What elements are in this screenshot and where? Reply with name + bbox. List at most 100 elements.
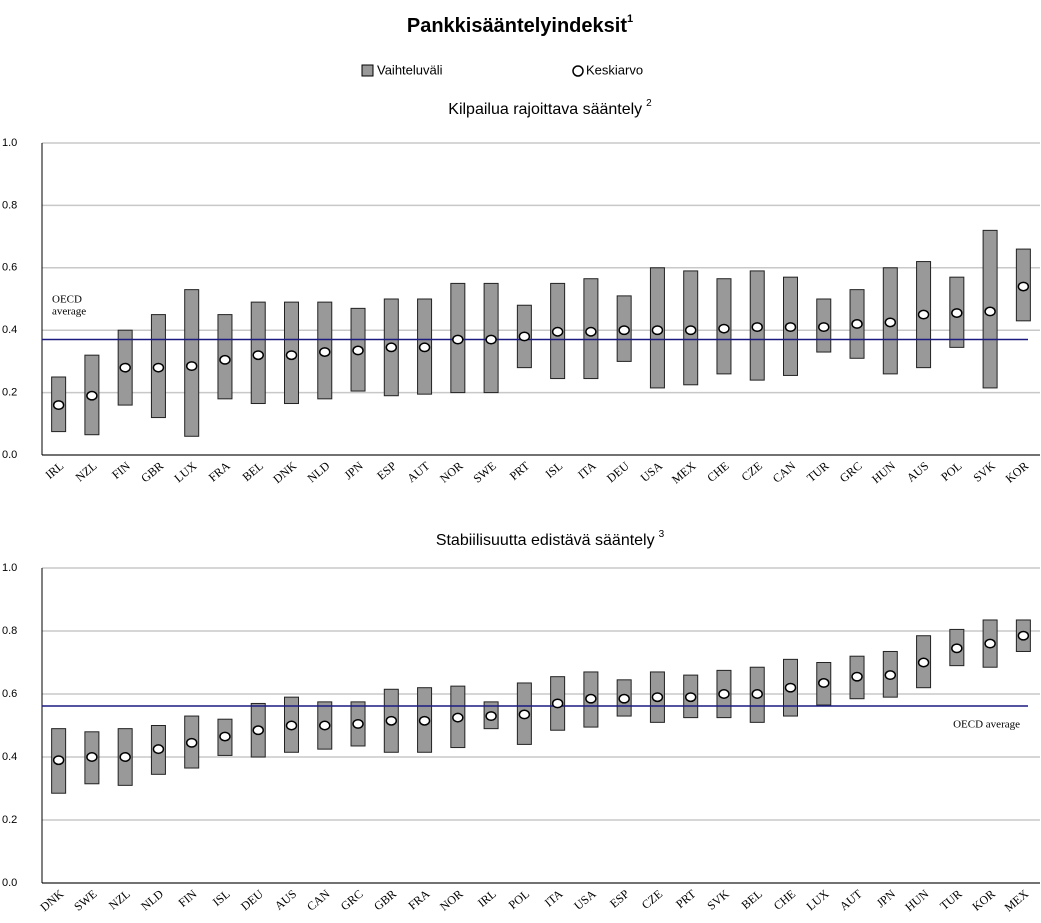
x-tick-label: TUR — [804, 459, 831, 485]
x-tick-label: ITA — [575, 458, 599, 481]
legend-label: Keskiarvo — [586, 62, 643, 77]
reference-label-line: OECD — [52, 293, 82, 305]
mean-marker — [718, 323, 730, 334]
x-tick-label: CHE — [704, 459, 731, 485]
mean-marker — [518, 709, 531, 720]
x-tick-label: MEX — [669, 458, 699, 486]
mean-marker — [385, 342, 398, 353]
x-tick-label: DEU — [604, 458, 632, 485]
subtitle-text: Stabiilisuutta edistävä sääntely — [436, 532, 655, 549]
x-tick-label: ISL — [210, 887, 233, 909]
mean-marker — [951, 643, 963, 654]
x-tick-label: ITA — [542, 886, 566, 909]
x-tick-label: SWE — [71, 887, 99, 914]
y-tick-label: 1.0 — [2, 562, 17, 574]
x-tick-label: DNK — [270, 458, 299, 486]
x-tick-label: CHE — [771, 887, 798, 913]
x-tick-label: SVK — [970, 458, 998, 484]
x-tick-label: JPN — [341, 458, 366, 482]
mean-marker — [418, 342, 431, 353]
x-tick-label: NOR — [437, 887, 465, 914]
mean-marker — [851, 671, 863, 682]
x-tick-label: NOR — [437, 459, 465, 486]
mean-marker — [1017, 281, 1030, 292]
mean-marker — [219, 354, 231, 365]
y-tick-label: 0.2 — [2, 814, 17, 826]
mean-marker — [651, 325, 664, 336]
mean-marker — [585, 326, 597, 337]
mean-marker — [884, 317, 897, 328]
x-tick-label: LUX — [804, 886, 832, 913]
y-tick-label: 0.8 — [2, 625, 17, 637]
mean-marker — [285, 720, 298, 731]
x-tick-label: NLD — [305, 458, 333, 485]
mean-marker — [751, 322, 763, 333]
mean-marker — [618, 325, 630, 336]
x-tick-label: KOR — [1003, 459, 1031, 486]
y-tick-label: 0.2 — [2, 387, 17, 399]
x-tick-label: GRC — [837, 459, 865, 486]
mean-marker — [185, 361, 198, 372]
mean-marker — [152, 362, 165, 373]
mean-marker — [185, 737, 198, 748]
x-tick-label: KOR — [969, 887, 997, 914]
mean-marker — [252, 350, 264, 361]
mean-marker — [618, 693, 630, 704]
x-tick-label: GRC — [338, 887, 366, 914]
chart-subtitle: Stabiilisuutta edistävä sääntely 3 — [436, 529, 665, 550]
mean-marker — [518, 331, 531, 342]
mean-marker — [219, 731, 231, 742]
x-tick-label: DNK — [37, 886, 66, 914]
x-tick-label: GBR — [138, 459, 166, 486]
mean-marker — [485, 334, 497, 345]
mean-marker — [385, 715, 398, 726]
x-tick-label: SWE — [470, 459, 498, 486]
mean-marker — [452, 334, 464, 345]
mean-marker — [452, 712, 464, 723]
x-tick-label: TUR — [937, 887, 964, 913]
x-tick-label: IRL — [43, 459, 67, 482]
mean-marker — [52, 755, 65, 766]
x-tick-label: NLD — [138, 886, 166, 913]
x-tick-label: FIN — [176, 886, 200, 909]
mean-marker — [884, 670, 897, 681]
x-tick-label: CAN — [770, 458, 799, 485]
x-tick-label: AUS — [904, 459, 931, 485]
mean-marker — [651, 692, 664, 703]
x-tick-label: HUN — [869, 458, 898, 486]
x-tick-label: AUS — [272, 887, 299, 913]
mean-marker — [352, 718, 364, 729]
mean-marker — [784, 682, 797, 693]
x-tick-label: IRL — [475, 887, 499, 910]
mean-marker — [751, 689, 763, 699]
x-tick-label: JPN — [874, 886, 899, 910]
legend-label: Vaihteluväli — [377, 62, 443, 77]
y-tick-label: 0.6 — [2, 688, 17, 700]
mean-marker — [319, 347, 331, 357]
mean-marker — [851, 319, 863, 329]
chart-title: Pankkisääntelyindeksit1 — [407, 13, 633, 37]
mean-marker — [984, 638, 996, 649]
x-tick-label: ESP — [607, 886, 632, 910]
x-tick-label: CZE — [639, 887, 665, 912]
x-tick-label: NZL — [73, 459, 100, 485]
mean-marker — [784, 322, 797, 333]
x-tick-label: HUN — [902, 886, 931, 914]
mean-marker — [86, 390, 98, 401]
x-tick-label: PRT — [673, 886, 699, 911]
mean-marker — [951, 308, 963, 318]
mean-marker — [319, 720, 331, 731]
y-tick-label: 0.8 — [2, 199, 17, 211]
mean-marker — [86, 752, 98, 762]
x-tick-label: USA — [638, 458, 666, 484]
mean-marker — [684, 325, 697, 336]
mean-marker — [984, 306, 996, 317]
x-tick-label: FRA — [206, 458, 233, 484]
x-tick-label: MEX — [1002, 886, 1032, 914]
x-tick-label: LUX — [171, 458, 199, 485]
mean-marker — [52, 400, 65, 411]
subtitle-note: 2 — [646, 98, 652, 109]
reference-label-line: average — [52, 305, 86, 317]
mean-marker — [119, 752, 131, 762]
mean-marker — [718, 689, 730, 699]
